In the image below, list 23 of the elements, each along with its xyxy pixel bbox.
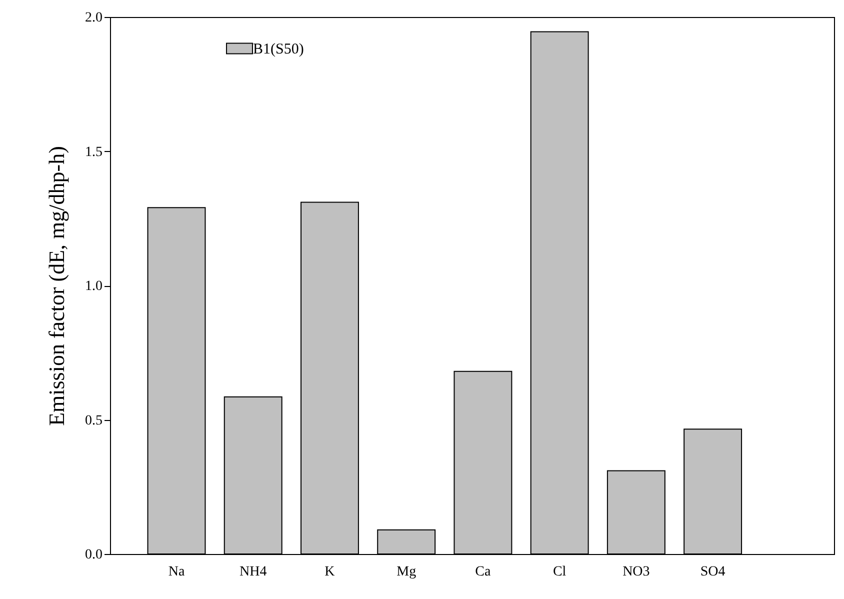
y-axis-title: Emission factor (dE, mg/dhp-h) [44, 146, 69, 426]
bar [454, 370, 512, 554]
y-tick-label: 1.5 [85, 144, 102, 160]
y-tick-label: 0.5 [85, 413, 102, 428]
y-tick-label: 0.0 [85, 548, 102, 562]
x-tick-label: NH4 [239, 564, 267, 580]
legend-label: B1(S50) [253, 42, 304, 58]
bar [300, 202, 359, 554]
y-tick-label: 2.0 [85, 10, 102, 26]
x-tick-label: Cl [552, 564, 566, 580]
x-tick-label: NO3 [622, 564, 650, 580]
x-tick-label: Na [168, 564, 186, 580]
x-tick-label: Ca [475, 564, 492, 580]
y-tick-label: 1.0 [85, 279, 102, 294]
x-tick-label: K [324, 564, 335, 580]
bar [606, 470, 666, 554]
bar [684, 428, 742, 554]
bar [147, 207, 206, 554]
bar [224, 396, 282, 554]
x-tick-label: Mg [396, 564, 416, 580]
bar [530, 31, 589, 554]
x-tick-label: SO4 [700, 564, 726, 580]
bar [377, 529, 436, 554]
